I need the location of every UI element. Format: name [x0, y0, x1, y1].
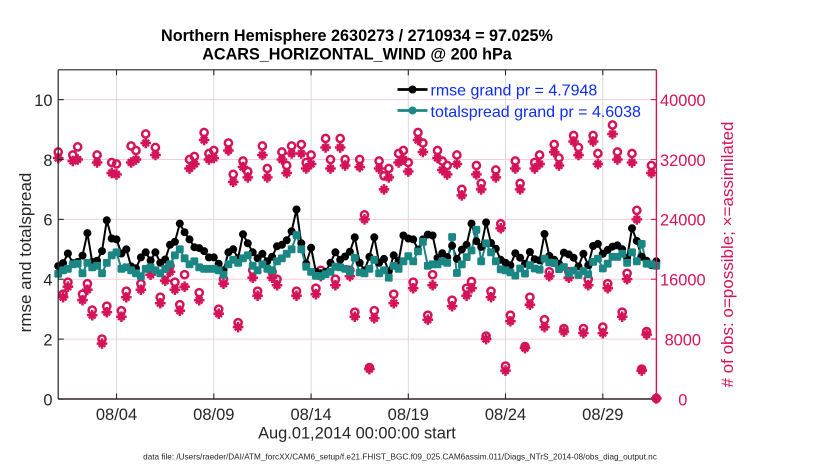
svg-text:08/09: 08/09 — [193, 406, 234, 424]
svg-text:8: 8 — [43, 152, 52, 170]
svg-text:rmse grand pr = 4.7948: rmse grand pr = 4.7948 — [431, 83, 598, 100]
svg-text:08/04: 08/04 — [96, 406, 137, 424]
svg-text:2: 2 — [43, 331, 52, 349]
svg-text:rmse and totalspread: rmse and totalspread — [16, 173, 35, 333]
svg-text:Northern Hemisphere 2630273 /: Northern Hemisphere 2630273 / 2710934 = … — [161, 27, 553, 45]
svg-text:40000: 40000 — [660, 92, 706, 110]
svg-text:Aug.01,2014 00:00:00 start: Aug.01,2014 00:00:00 start — [258, 424, 456, 442]
svg-text:data file: /Users/raeder/DAI/A: data file: /Users/raeder/DAI/ATM_forcXX/… — [143, 452, 657, 461]
svg-text:08/14: 08/14 — [290, 406, 331, 424]
svg-text:08/29: 08/29 — [582, 406, 623, 424]
svg-text:8000: 8000 — [665, 331, 701, 349]
svg-text:totalspread grand pr = 4.6038: totalspread grand pr = 4.6038 — [431, 104, 641, 121]
svg-text:0: 0 — [43, 391, 52, 409]
svg-text:6: 6 — [43, 212, 52, 230]
svg-text:16000: 16000 — [660, 272, 706, 290]
svg-text:0: 0 — [678, 391, 687, 409]
svg-text:10: 10 — [34, 92, 52, 110]
svg-text:08/19: 08/19 — [388, 406, 429, 424]
svg-text:ACARS_HORIZONTAL_WIND @ 200 hP: ACARS_HORIZONTAL_WIND @ 200 hPa — [202, 46, 513, 64]
svg-text:32000: 32000 — [660, 152, 706, 170]
svg-text:24000: 24000 — [660, 212, 706, 230]
svg-text:# of obs: o=possible; ×=assimi: # of obs: o=possible; ×=assimilated — [718, 121, 737, 387]
svg-text:4: 4 — [43, 272, 52, 290]
svg-text:08/24: 08/24 — [485, 406, 526, 424]
